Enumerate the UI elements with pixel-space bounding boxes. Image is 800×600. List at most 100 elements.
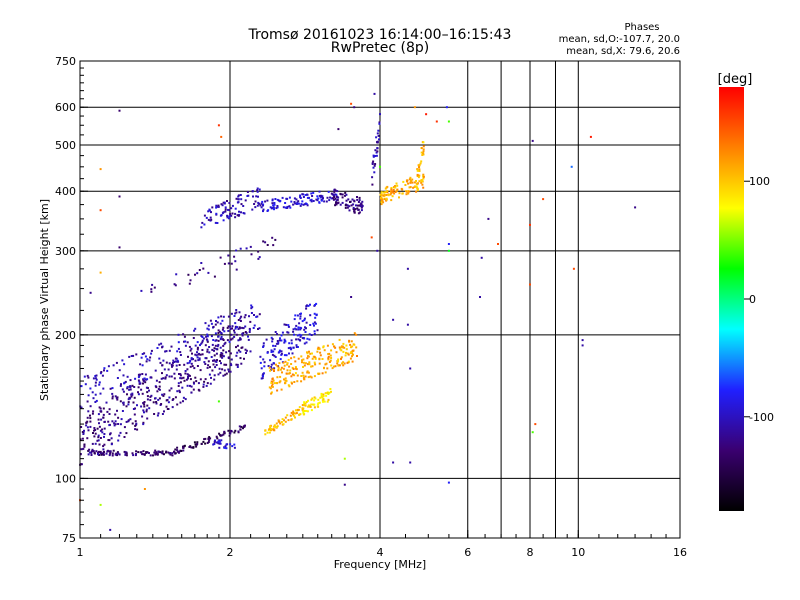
- echo-point: [141, 453, 144, 456]
- echo-point: [270, 380, 273, 383]
- echo-point: [284, 416, 287, 419]
- echo-point: [175, 368, 178, 371]
- echo-point: [161, 372, 163, 375]
- echo-point: [97, 453, 99, 456]
- echo-point: [284, 206, 287, 209]
- echo-point: [323, 400, 326, 403]
- echo-point: [250, 312, 253, 314]
- echo-point: [350, 346, 352, 349]
- echo-point: [262, 208, 265, 211]
- echo-point: [99, 450, 102, 453]
- echo-point: [292, 410, 295, 413]
- echo-point: [226, 214, 229, 217]
- echo-point: [235, 249, 238, 252]
- echo-point: [299, 204, 302, 207]
- echo-point: [380, 191, 383, 194]
- echo-point: [202, 440, 205, 443]
- echo-point: [326, 344, 329, 347]
- echo-point: [343, 362, 346, 365]
- echo-point: [589, 135, 592, 138]
- echo-point: [183, 444, 186, 447]
- echo-point: [422, 148, 425, 151]
- colorbar: [719, 87, 744, 511]
- echo-point: [204, 344, 207, 347]
- echo-point: [305, 341, 308, 344]
- y-tick-label: 500: [55, 139, 76, 152]
- echo-point: [402, 180, 405, 183]
- echo-point: [223, 430, 226, 433]
- echo-point: [194, 359, 197, 362]
- echo-point: [186, 362, 189, 365]
- echo-point: [216, 345, 219, 348]
- echo-point: [165, 374, 168, 377]
- echo-point: [262, 358, 265, 361]
- echo-point: [329, 354, 332, 357]
- echo-point: [219, 434, 222, 437]
- x-tick-label: 6: [464, 546, 471, 559]
- echo-point: [303, 319, 306, 322]
- echo-point: [268, 428, 271, 430]
- echo-point: [294, 412, 297, 415]
- echo-point: [328, 361, 331, 363]
- echo-point: [345, 344, 348, 347]
- echo-point: [290, 418, 293, 421]
- echo-point: [239, 428, 242, 431]
- echo-point: [288, 352, 290, 355]
- echo-point: [291, 373, 294, 376]
- echo-point: [149, 395, 152, 398]
- echo-point: [290, 357, 293, 360]
- echo-point: [414, 185, 416, 188]
- echo-point: [213, 378, 216, 381]
- echo-point: [192, 388, 195, 391]
- echo-point: [150, 288, 153, 291]
- echo-point: [93, 427, 96, 429]
- echo-point: [339, 203, 342, 206]
- echo-point: [295, 324, 298, 327]
- echo-point: [260, 367, 263, 370]
- echo-point: [572, 267, 575, 270]
- echo-point: [308, 338, 311, 341]
- echo-point: [370, 236, 373, 239]
- echo-point: [102, 416, 105, 419]
- echo-point: [80, 426, 83, 428]
- echo-point: [278, 349, 281, 352]
- echo-point: [176, 446, 179, 449]
- echo-point: [284, 202, 287, 204]
- echo-point: [203, 438, 206, 441]
- echo-point: [118, 453, 121, 456]
- echo-point: [376, 141, 379, 144]
- echo-point: [98, 443, 101, 446]
- echo-point: [411, 178, 414, 181]
- echo-point: [344, 204, 347, 207]
- echo-point: [250, 307, 253, 310]
- echo-point: [176, 450, 179, 453]
- echo-point: [156, 390, 159, 393]
- echo-point: [227, 368, 230, 371]
- echo-point: [422, 173, 425, 176]
- echo-point: [106, 410, 109, 413]
- echo-point: [254, 206, 257, 209]
- echo-point: [337, 364, 340, 367]
- echo-point: [235, 354, 238, 357]
- echo-point: [266, 199, 269, 202]
- echo-point: [194, 376, 197, 379]
- echo-point: [108, 439, 111, 442]
- echo-point: [221, 356, 224, 359]
- echo-point: [225, 447, 228, 450]
- echo-point: [255, 315, 258, 318]
- echo-point: [299, 413, 302, 416]
- echo-point: [373, 164, 376, 167]
- echo-point: [239, 337, 242, 340]
- echo-point: [105, 452, 108, 455]
- echo-point: [315, 302, 318, 305]
- echo-point: [272, 206, 275, 209]
- echo-point: [96, 427, 99, 430]
- echo-point: [398, 192, 401, 195]
- echo-point: [201, 339, 204, 342]
- echo-point: [189, 384, 191, 387]
- echo-point: [127, 403, 130, 406]
- echo-point: [345, 199, 348, 202]
- echo-point: [296, 201, 299, 204]
- echo-point: [250, 304, 253, 307]
- echo-point: [229, 213, 232, 215]
